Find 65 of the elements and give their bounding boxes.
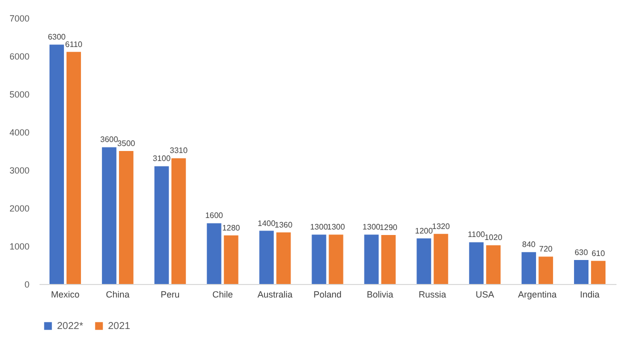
y-tick-label: 2000	[9, 204, 30, 214]
data-label: 610	[592, 248, 606, 258]
bar	[171, 158, 186, 284]
bar	[574, 260, 588, 284]
data-label: 1360	[274, 220, 293, 230]
y-tick-label: 5000	[9, 90, 30, 100]
bar	[49, 44, 64, 284]
bar	[434, 234, 448, 284]
data-label: 1300	[362, 222, 381, 232]
x-tick-label: USA	[476, 290, 494, 300]
legend-label: 2021	[108, 321, 131, 332]
data-label: 1290	[380, 222, 398, 232]
x-tick-label: Russia	[418, 290, 446, 300]
data-label: 720	[539, 244, 554, 254]
x-tick-label: Bolivia	[366, 290, 394, 300]
x-tick-label: Mexico	[50, 290, 80, 300]
data-label: 1600	[205, 211, 224, 220]
y-tick-label: 1000	[9, 242, 30, 252]
data-label: 1100	[468, 230, 486, 240]
legend-label: 2022*	[57, 321, 84, 332]
x-tick-label: Chile	[212, 290, 233, 300]
data-label: 630	[574, 248, 588, 258]
bar	[102, 147, 116, 284]
data-label: 6110	[65, 40, 83, 49]
bar	[364, 234, 379, 284]
data-label: 1400	[258, 218, 276, 228]
bar	[66, 52, 81, 284]
y-tick-label: 0	[24, 280, 30, 290]
data-label: 3600	[100, 135, 119, 144]
data-label: 6300	[48, 32, 66, 42]
x-tick-label: India	[580, 290, 600, 300]
bar	[591, 260, 606, 284]
y-tick-label: 7000	[9, 14, 30, 24]
data-label: 840	[522, 240, 536, 250]
bar	[381, 234, 396, 284]
bar	[328, 234, 344, 284]
bar	[416, 238, 432, 284]
x-tick-label: Peru	[160, 290, 180, 300]
data-label: 3100	[152, 154, 172, 164]
bar	[312, 234, 326, 284]
x-tick-label: China	[106, 290, 130, 300]
data-label: 3310	[170, 146, 188, 156]
bar	[538, 256, 554, 284]
bar	[154, 166, 169, 284]
data-label: 1300	[327, 222, 346, 232]
y-tick-label: 3000	[9, 166, 30, 176]
data-label: 1020	[484, 233, 503, 242]
bar	[276, 232, 291, 284]
data-label: 1300	[310, 222, 328, 232]
data-label: 1200	[415, 226, 434, 236]
x-tick-label: Australia	[258, 290, 293, 300]
y-tick-label: 4000	[9, 128, 30, 138]
bar	[486, 245, 501, 284]
data-label: 3500	[117, 139, 136, 148]
bar	[224, 235, 238, 284]
bar	[469, 242, 484, 284]
bar	[522, 252, 536, 284]
data-label: 1320	[432, 222, 450, 231]
bar	[206, 223, 222, 284]
data-label: 1280	[222, 223, 241, 232]
bar	[259, 230, 274, 284]
bar	[118, 151, 134, 284]
y-tick-label: 6000	[9, 52, 30, 62]
x-tick-label: Argentina	[518, 290, 557, 300]
x-tick-label: Poland	[313, 290, 342, 300]
